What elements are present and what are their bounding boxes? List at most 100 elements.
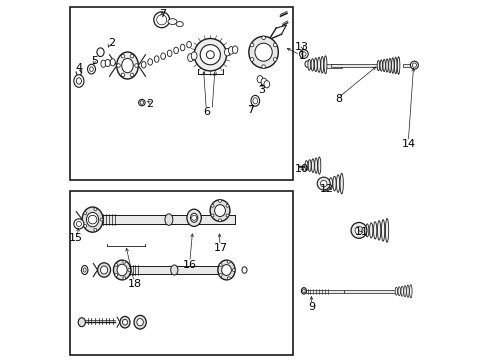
Text: 14: 14 (402, 139, 416, 149)
Ellipse shape (373, 222, 376, 239)
Ellipse shape (170, 265, 178, 275)
Circle shape (83, 225, 86, 228)
Text: 13: 13 (294, 42, 308, 52)
Ellipse shape (406, 285, 408, 297)
Circle shape (94, 208, 97, 211)
Circle shape (156, 15, 166, 25)
Circle shape (350, 222, 366, 238)
Text: 10: 10 (294, 164, 308, 174)
Ellipse shape (232, 46, 237, 53)
Circle shape (117, 64, 120, 67)
Ellipse shape (314, 158, 317, 174)
Circle shape (88, 215, 97, 224)
Ellipse shape (376, 60, 379, 71)
Ellipse shape (397, 57, 399, 75)
Bar (127, 266, 221, 274)
Ellipse shape (403, 286, 406, 297)
Ellipse shape (161, 53, 165, 59)
Circle shape (320, 180, 326, 187)
Circle shape (153, 12, 169, 28)
Ellipse shape (82, 207, 103, 232)
Ellipse shape (388, 58, 390, 73)
Ellipse shape (379, 60, 382, 71)
Ellipse shape (248, 36, 278, 68)
Ellipse shape (83, 268, 86, 272)
Ellipse shape (86, 212, 99, 227)
Circle shape (191, 215, 196, 220)
Text: 9: 9 (308, 302, 315, 312)
Ellipse shape (78, 318, 85, 327)
Ellipse shape (186, 209, 201, 226)
Circle shape (219, 274, 222, 276)
Ellipse shape (261, 78, 266, 85)
Ellipse shape (139, 99, 145, 106)
Ellipse shape (307, 59, 310, 70)
Text: 18: 18 (127, 279, 142, 289)
Ellipse shape (301, 288, 306, 294)
Ellipse shape (140, 101, 143, 104)
Circle shape (121, 54, 124, 58)
Circle shape (273, 43, 276, 47)
Ellipse shape (168, 19, 177, 24)
Ellipse shape (134, 315, 146, 329)
Ellipse shape (176, 22, 183, 27)
Circle shape (232, 269, 235, 271)
Circle shape (121, 73, 124, 77)
Ellipse shape (200, 45, 220, 65)
Ellipse shape (154, 56, 159, 62)
Circle shape (273, 58, 276, 61)
Ellipse shape (137, 319, 143, 326)
Ellipse shape (325, 179, 328, 188)
Ellipse shape (228, 46, 233, 54)
Text: 7: 7 (159, 9, 165, 19)
Ellipse shape (317, 57, 320, 72)
Ellipse shape (365, 224, 368, 237)
Ellipse shape (385, 59, 387, 72)
Ellipse shape (257, 76, 263, 83)
Ellipse shape (74, 75, 84, 87)
Ellipse shape (180, 44, 184, 51)
Ellipse shape (394, 57, 396, 74)
Ellipse shape (339, 174, 343, 194)
Text: 17: 17 (214, 243, 228, 253)
Ellipse shape (264, 81, 269, 88)
Ellipse shape (305, 61, 309, 67)
Circle shape (115, 264, 118, 266)
Ellipse shape (409, 284, 411, 298)
Ellipse shape (101, 266, 107, 274)
Text: 12: 12 (319, 184, 333, 194)
Circle shape (94, 229, 97, 231)
Text: 5: 5 (91, 56, 99, 66)
Text: 1: 1 (298, 51, 305, 61)
Ellipse shape (214, 204, 225, 216)
Ellipse shape (122, 319, 127, 325)
Ellipse shape (164, 214, 172, 225)
Ellipse shape (252, 98, 257, 104)
Circle shape (227, 260, 230, 263)
Circle shape (211, 214, 214, 217)
Circle shape (74, 219, 84, 229)
Ellipse shape (382, 59, 385, 72)
Circle shape (130, 73, 134, 77)
Ellipse shape (311, 159, 314, 172)
Circle shape (134, 64, 138, 67)
Circle shape (218, 199, 221, 202)
Ellipse shape (391, 58, 393, 73)
Ellipse shape (81, 266, 88, 274)
Text: 16: 16 (183, 260, 196, 270)
Text: 2: 2 (107, 38, 115, 48)
Circle shape (211, 204, 214, 207)
Ellipse shape (332, 176, 335, 191)
Ellipse shape (369, 223, 372, 238)
Circle shape (227, 277, 230, 280)
Ellipse shape (310, 59, 313, 71)
Ellipse shape (336, 175, 339, 192)
Circle shape (100, 218, 103, 221)
Ellipse shape (242, 267, 246, 273)
Circle shape (225, 214, 228, 217)
Ellipse shape (314, 58, 317, 72)
Ellipse shape (305, 161, 307, 171)
Ellipse shape (110, 59, 115, 66)
Circle shape (122, 277, 125, 280)
Text: 6: 6 (203, 107, 210, 117)
